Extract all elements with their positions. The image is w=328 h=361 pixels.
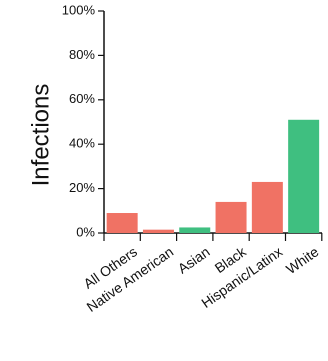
bar — [106, 213, 138, 233]
y-tick-label: 60% — [69, 91, 95, 106]
bar — [251, 181, 283, 233]
y-axis-title: Infections — [27, 84, 54, 187]
x-tick-label: White — [283, 243, 322, 277]
y-tick-label: 20% — [69, 180, 95, 195]
bar — [215, 201, 247, 233]
bars — [106, 119, 320, 233]
y-tick-label: 0% — [76, 224, 95, 239]
x-tick-label: Asian — [175, 243, 213, 276]
y-tick-label: 80% — [69, 47, 95, 62]
y-axis: 0% 20% 40% 60% 80% 100% — [62, 2, 105, 239]
bar — [179, 227, 211, 233]
y-tick-label: 40% — [69, 136, 95, 151]
bar — [288, 119, 320, 233]
y-tick-label: 100% — [62, 2, 96, 17]
bar — [142, 229, 174, 233]
